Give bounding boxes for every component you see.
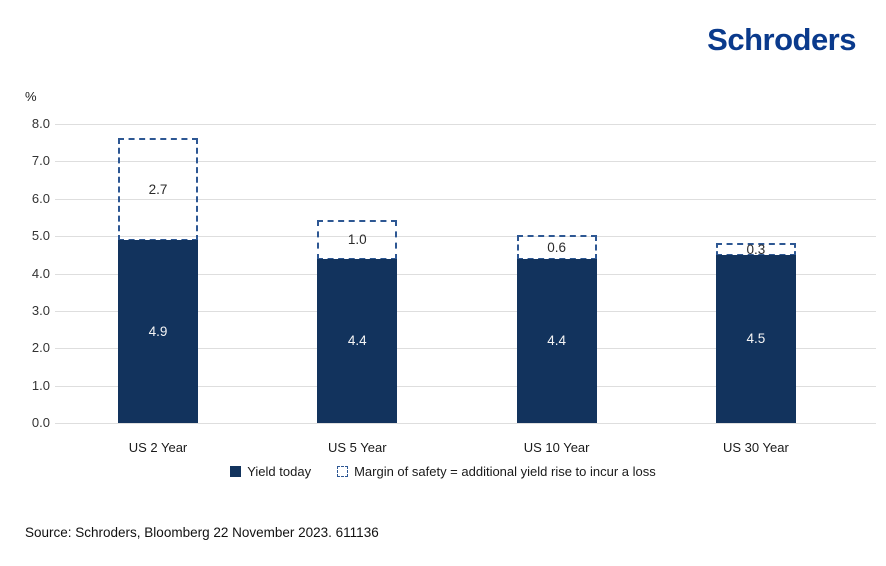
gridline: [55, 236, 876, 238]
y-axis-tick-label: 6.0: [31, 190, 50, 206]
margin-value-label-us-30-year: 0.3: [746, 241, 766, 257]
y-axis-tick-label: 8.0: [31, 116, 50, 131]
yield-value-label-us-10-year: 4.4: [547, 333, 566, 349]
gridline: [55, 124, 876, 125]
yield-bar-us-10-year: [516, 258, 597, 423]
margin-value-label-us-5-year: 1.0: [347, 232, 367, 248]
y-axis-tick-label: 0.0: [31, 415, 50, 430]
gridline: [55, 348, 876, 350]
y-axis-tick-label: 1.0: [31, 377, 50, 393]
legend-item-margin-of-safety: Margin of safety = additional yield rise…: [337, 464, 656, 479]
gridline: [55, 310, 876, 312]
gridline: [55, 273, 876, 275]
yield-value-label-us-30-year: 4.5: [746, 331, 766, 347]
yield-bar-us-5-year: [317, 258, 398, 423]
margin-value-label-us-2-year: 2.7: [148, 181, 168, 197]
solid-square-swatch-icon: [230, 466, 242, 477]
yield-bar-us-30-year: [715, 254, 796, 423]
margin-of-safety-box-us-10-year: [516, 235, 597, 260]
source-text: Source: Schroders, Bloomberg 22 November…: [25, 525, 379, 540]
x-axis-label-us-10-year: US 10 Year: [523, 440, 590, 455]
gridline: [55, 385, 876, 387]
legend-item-yield-today: Yield today: [230, 464, 311, 479]
chart-legend: Yield today Margin of safety = additiona…: [0, 464, 886, 479]
yield-bar-us-2-year: [118, 239, 198, 423]
legend-label-yield-today: Yield today: [247, 464, 312, 479]
y-axis-tick-label: 4.0: [31, 265, 50, 281]
x-axis-label-us-5-year: US 5 Year: [328, 440, 387, 455]
dashed-square-swatch-icon: [337, 466, 349, 477]
margin-of-safety-box-us-30-year: [715, 242, 796, 256]
x-axis-label-us-2-year: US 2 Year: [128, 440, 188, 455]
margin-of-safety-box-us-5-year: [317, 220, 398, 260]
y-axis-tick-label: 7.0: [31, 153, 50, 169]
margin-of-safety-box-us-2-year: [118, 137, 198, 241]
gridline: [55, 198, 876, 200]
legend-label-margin-of-safety: Margin of safety = additional yield rise…: [354, 464, 656, 479]
margin-value-label-us-10-year: 0.6: [547, 239, 566, 255]
schroders-logo: Schroders: [707, 22, 856, 57]
y-axis-tick-label: 3.0: [31, 302, 50, 318]
yield-value-label-us-5-year: 4.4: [347, 333, 367, 349]
y-axis-unit-label: %: [25, 89, 37, 104]
gridline: [55, 423, 876, 424]
yield-value-label-us-2-year: 4.9: [148, 323, 168, 339]
gridline: [55, 161, 876, 163]
y-axis-tick-label: 5.0: [31, 228, 50, 244]
y-axis-tick-label: 2.0: [31, 340, 50, 356]
x-axis-label-us-30-year: US 30 Year: [723, 440, 789, 455]
